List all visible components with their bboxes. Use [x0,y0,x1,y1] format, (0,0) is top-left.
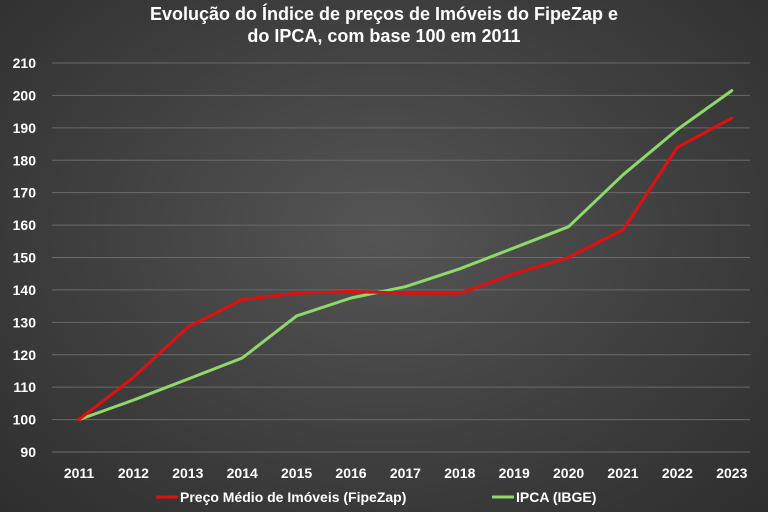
gridlines [52,62,750,453]
x-tick-label: 2014 [227,465,258,481]
x-tick-label: 2020 [553,465,584,481]
x-tick-label: 2021 [607,465,638,481]
x-tick-label: 2017 [390,465,421,481]
x-tick-label: 2022 [662,465,693,481]
legend-label-ipca: IPCA (IBGE) [516,489,596,505]
x-tick-label: 2023 [716,465,747,481]
y-tick-label: 180 [13,152,37,168]
series-line-ipca [77,89,734,422]
y-tick-label: 100 [13,412,37,428]
y-tick-label: 110 [13,379,36,395]
legend-label-fipezap: Preço Médio de Imóveis (FipeZap) [180,489,406,505]
y-tick-label: 210 [13,55,37,71]
x-tick-label: 2018 [444,465,475,481]
legend: Preço Médio de Imóveis (FipeZap) IPCA (I… [156,489,596,505]
x-axis-ticks: 2011 2012 2013 2014 2015 2016 2017 2018 2019 2020… [64,465,748,481]
y-tick-label: 200 [13,87,37,103]
y-tick-label: 140 [13,282,37,298]
x-tick-label: 2019 [499,465,530,481]
x-tick-label: 2016 [335,465,366,481]
y-tick-label: 170 [13,185,37,201]
chart-title-line-1: Evolução do Índice de preços de Imóveis … [150,3,618,24]
y-axis-ticks: 90 100 110 120 130 140 150 160 170 180 190 200 210 [13,55,37,460]
series-line-fipezap [77,116,734,422]
y-tick-label: 190 [13,120,37,136]
y-tick-label: 150 [13,250,37,266]
x-tick-label: 2011 [64,465,95,481]
x-tick-label: 2015 [281,465,312,481]
x-tick-label: 2013 [172,465,203,481]
y-tick-label: 160 [13,217,37,233]
y-tick-label: 90 [20,444,36,460]
chart-title-line-2: do IPCA, com base 100 em 2011 [247,26,520,46]
x-tick-label: 2012 [118,465,149,481]
y-tick-label: 120 [13,347,37,363]
y-tick-label: 130 [13,314,37,330]
series-lines [77,89,734,422]
